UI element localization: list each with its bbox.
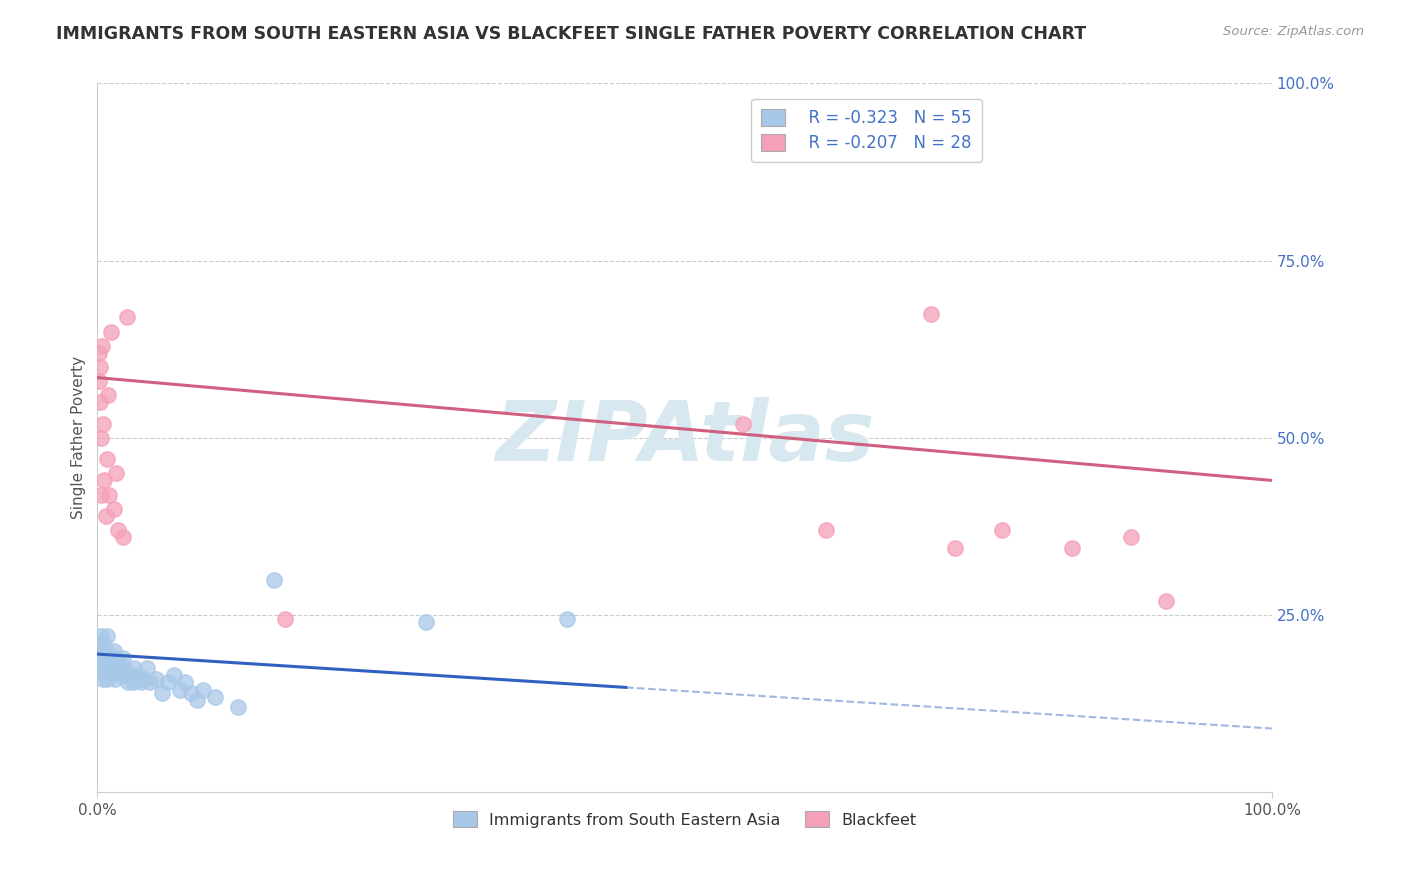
Point [105,467,128,481]
Point [98,654,121,668]
Point [163,668,186,682]
Point [94,643,117,657]
Point [87,661,110,675]
Point [105,665,128,679]
Point [226,700,249,714]
Point [89,636,111,650]
Point [103,501,125,516]
Y-axis label: Single Father Poverty: Single Father Poverty [72,356,86,519]
Point [120,668,142,682]
Point [91,643,114,657]
Point [96,452,118,467]
Point [186,693,208,707]
Point [105,650,128,665]
Point [90,629,112,643]
Point [112,650,135,665]
Point [96,629,118,643]
Point [111,668,134,682]
Point [180,686,202,700]
Text: IMMIGRANTS FROM SOUTH EASTERN ASIA VS BLACKFEET SINGLE FATHER POVERTY CORRELATIO: IMMIGRANTS FROM SOUTH EASTERN ASIA VS BL… [56,25,1087,43]
Point [91,665,114,679]
Point [94,508,117,523]
Point [943,541,966,555]
Point [1119,530,1142,544]
Point [98,487,121,501]
Point [87,374,110,388]
Point [127,668,149,682]
Point [920,307,942,321]
Point [97,388,120,402]
Point [110,657,132,672]
Point [93,650,115,665]
Point [121,675,143,690]
Point [89,395,111,409]
Point [150,686,173,700]
Point [129,675,152,690]
Point [814,523,837,537]
Point [145,672,167,686]
Point [115,310,138,325]
Point [98,665,121,679]
Point [204,690,226,704]
Point [89,650,111,665]
Point [93,657,115,672]
Point [122,661,145,675]
Point [91,417,114,431]
Point [191,682,214,697]
Point [100,325,122,339]
Point [125,672,148,686]
Point [174,675,197,690]
Point [107,654,129,668]
Legend: Immigrants from South Eastern Asia, Blackfeet: Immigrants from South Eastern Asia, Blac… [446,805,922,834]
Point [97,650,120,665]
Text: Source: ZipAtlas.com: Source: ZipAtlas.com [1223,25,1364,38]
Point [90,657,112,672]
Point [555,612,578,626]
Point [990,523,1012,537]
Point [134,672,156,686]
Point [91,339,114,353]
Point [139,675,162,690]
Point [91,672,114,686]
Point [104,672,127,686]
Point [87,346,110,360]
Point [112,530,135,544]
Point [156,675,179,690]
Point [98,661,121,675]
Point [90,431,112,445]
Point [93,474,115,488]
Point [90,487,112,501]
Point [89,359,111,374]
Point [94,665,117,679]
Point [103,643,125,657]
Point [274,612,297,626]
Point [100,650,122,665]
Point [1062,541,1084,555]
Point [112,661,135,675]
Point [96,672,118,686]
Point [135,661,157,675]
Point [169,682,191,697]
Point [733,417,755,431]
Point [91,636,114,650]
Point [115,665,138,679]
Text: ZIPAtlas: ZIPAtlas [495,397,875,478]
Point [101,657,124,672]
Point [107,523,129,537]
Point [117,675,139,690]
Point [415,615,437,630]
Point [263,573,285,587]
Point [1154,594,1177,608]
